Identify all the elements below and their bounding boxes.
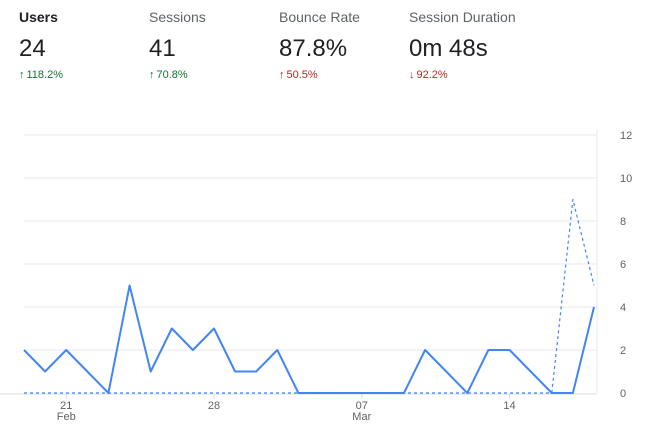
- x-tick-month-label: Mar: [352, 411, 371, 423]
- metric-label: Session Duration: [409, 9, 516, 25]
- x-tick-label: 07: [356, 400, 368, 412]
- metric-bounce-rate[interactable]: Bounce Rate 87.8% ↑ 50.5%: [279, 8, 360, 82]
- metric-value: 41: [149, 35, 176, 62]
- metric-change: ↓ 92.2%: [409, 68, 516, 82]
- metric-change-value: 118.2%: [26, 69, 64, 81]
- y-tick-label: 0: [620, 388, 626, 400]
- metric-change-value: 50.5%: [286, 69, 318, 81]
- y-tick-label: 8: [620, 216, 626, 228]
- y-tick-label: 12: [620, 130, 632, 142]
- x-tick-label: 21: [60, 400, 72, 412]
- series-line-solid: [23, 284, 595, 394]
- metric-value: 87.8%: [279, 35, 348, 62]
- arrow-down-icon: ↓: [409, 69, 415, 81]
- metric-label: Bounce Rate: [279, 9, 360, 25]
- arrow-up-icon: ↑: [279, 69, 285, 81]
- arrow-up-icon: ↑: [19, 69, 25, 81]
- metrics-summary: Users 24 ↑ 118.2% Sessions 41 ↑ 70.8% Bo…: [0, 0, 650, 100]
- y-tick-label: 10: [620, 173, 632, 185]
- arrow-up-icon: ↑: [149, 69, 155, 81]
- x-tick-label: 14: [503, 400, 515, 412]
- metric-session-duration[interactable]: Session Duration 0m 48s ↓ 92.2%: [409, 8, 516, 82]
- metric-label: Users: [19, 9, 58, 25]
- series-line-dashed: [24, 198, 595, 394]
- metric-value: 24: [19, 35, 46, 62]
- metric-sessions[interactable]: Sessions 41 ↑ 70.8%: [149, 8, 206, 82]
- metric-change-value: 92.2%: [416, 69, 448, 81]
- y-tick-label: 4: [620, 302, 626, 314]
- metric-change: ↑ 118.2%: [19, 68, 63, 82]
- y-tick-label: 2: [620, 345, 626, 357]
- metric-users[interactable]: Users 24 ↑ 118.2%: [19, 8, 63, 82]
- metric-change: ↑ 70.8%: [149, 68, 206, 82]
- x-tick-label: 28: [208, 400, 220, 412]
- metric-change-value: 70.8%: [156, 69, 188, 81]
- metric-value: 0m 48s: [409, 35, 488, 62]
- x-tick-month-label: Feb: [57, 411, 76, 423]
- metric-change: ↑ 50.5%: [279, 68, 360, 82]
- metric-label: Sessions: [149, 9, 206, 25]
- y-tick-label: 6: [620, 259, 626, 271]
